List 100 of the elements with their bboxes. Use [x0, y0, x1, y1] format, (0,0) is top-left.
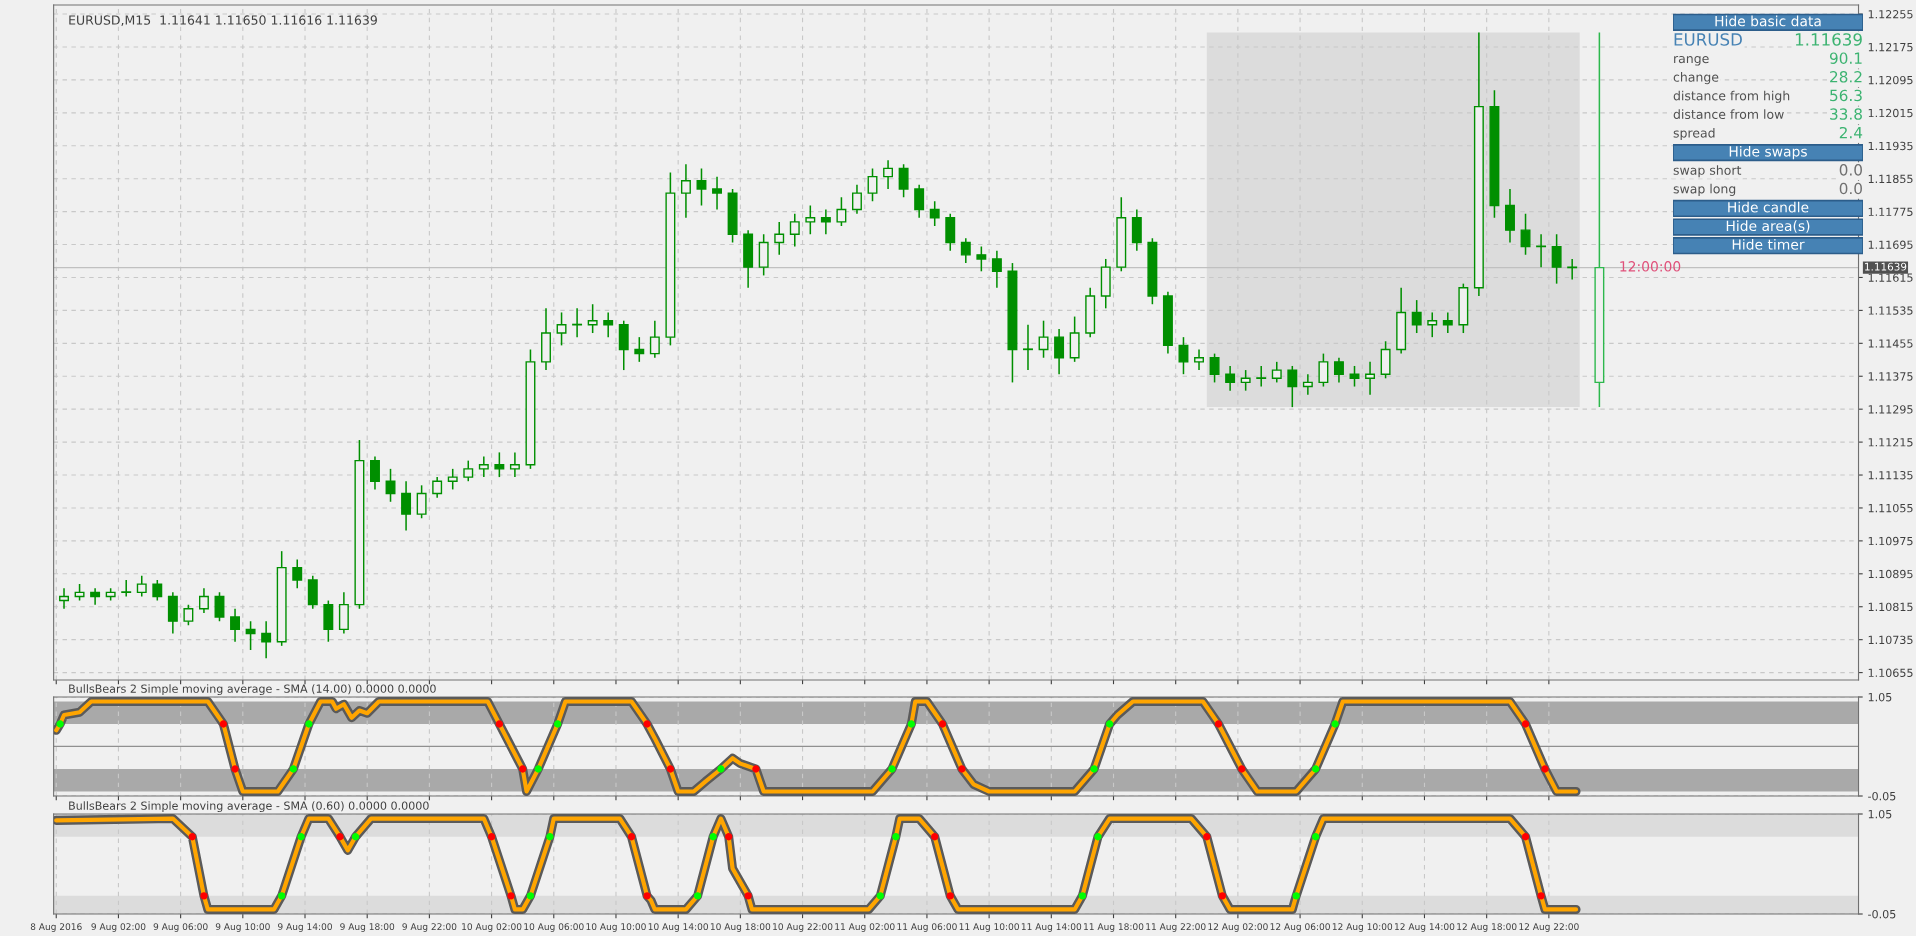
y-tick-label: -0.05: [1868, 791, 1896, 801]
candlestick: [1551, 233, 1562, 285]
candlestick: [1427, 311, 1438, 338]
candlestick: [1054, 328, 1065, 375]
x-tick-label: 9 Aug 18:00: [340, 923, 395, 932]
candlestick: [991, 249, 1002, 289]
candlestick: [883, 159, 894, 190]
category-label: spread: [1673, 127, 1715, 141]
candlestick: [198, 587, 209, 614]
candlestick: [712, 175, 723, 211]
ref-line-label: 1.11639: [1865, 262, 1907, 271]
category-label: swap short: [1673, 165, 1742, 178]
candlestick: [634, 336, 645, 363]
candlestick: [478, 455, 489, 478]
x-tick-label: 9 Aug 22:00: [402, 923, 457, 932]
x-tick-label: 11 Aug 06:00: [897, 923, 957, 932]
candlestick: [789, 212, 800, 248]
text: 56.3: [1830, 89, 1862, 102]
chart-title: BullsBears 2 Simple moving average - SMA (14.00) 0.0000 0.0000: [69, 684, 436, 696]
candlestick: [696, 167, 707, 207]
candlestick: [774, 221, 785, 256]
candlestick: [1194, 348, 1204, 371]
x-tick-label: 12 Aug 02:00: [1208, 923, 1268, 932]
text: 90.1: [1829, 52, 1862, 64]
candlestick: [1302, 373, 1313, 396]
annotation: 12:00:00: [1620, 261, 1681, 272]
y-tick-label: -0.05: [1868, 909, 1896, 919]
candlestick: [292, 558, 303, 589]
candlestick: [1333, 356, 1344, 384]
category-label: swap long: [1673, 183, 1736, 196]
candlestick: [976, 245, 987, 273]
x-tick-label: 10 Aug 22:00: [773, 923, 833, 932]
x-tick-label: 10 Aug 18:00: [710, 923, 771, 932]
text: 1.11639: [1795, 33, 1862, 46]
x-tick-label: 9 Aug 06:00: [153, 923, 208, 932]
candlestick: [90, 587, 101, 606]
candlestick: [121, 579, 132, 598]
candlestick: [1256, 365, 1267, 388]
candlestick: [1365, 361, 1376, 396]
candlestick: [494, 451, 505, 478]
candlestick: [587, 303, 598, 334]
y-tick-label: 1.11935: [1868, 141, 1913, 151]
chart-title: BullsBears 2 Simple moving average - SMA (0.60) 0.0000 0.0000: [69, 801, 429, 812]
candlestick: [261, 620, 272, 659]
text: EURUSD,M15 1.11641 1.11650 1.11616 1.11639: [69, 15, 377, 27]
candlestick: [851, 184, 862, 215]
y-tick-label: 1.10975: [1868, 536, 1913, 546]
candlestick: [416, 484, 427, 520]
candlestick: [214, 591, 225, 622]
candlestick: [1536, 233, 1547, 268]
text: 0.0: [1839, 182, 1862, 195]
y-tick-label: 1.11615: [1868, 273, 1913, 282]
y-tick-label: 1.11535: [1868, 306, 1913, 315]
y-tick-label: 1.10895: [1868, 569, 1913, 579]
candlestick: [556, 311, 567, 347]
candlestick: [245, 620, 256, 651]
annotation: Hide swaps: [1729, 145, 1807, 160]
annotation: Hide area(s): [1726, 220, 1810, 233]
y-tick-label: 1.11215: [1868, 438, 1913, 447]
y-tick-label: 1.11455: [1868, 339, 1913, 348]
text: 33.8: [1830, 108, 1862, 120]
x-tick-label: 11 Aug 10:00: [959, 923, 1019, 932]
candlestick: [1287, 365, 1298, 408]
text: 0.0: [1839, 164, 1862, 176]
candlestick: [649, 319, 660, 359]
x-tick-label: 12 Aug 10:00: [1332, 923, 1393, 932]
y-tick-label: 1.11295: [1868, 405, 1913, 414]
candlestick: [914, 184, 925, 219]
x-tick-label: 9 Aug 14:00: [278, 923, 332, 932]
x-tick-label: 8 Aug 2016: [30, 923, 82, 932]
x-tick-label: 12 Aug 14:00: [1395, 923, 1455, 932]
candlestick: [929, 200, 940, 227]
candlestick: [1318, 352, 1329, 388]
y-tick-label: 1.05: [1868, 809, 1892, 819]
annotation: Hide basic data: [1715, 15, 1821, 27]
candlestick: [183, 603, 194, 627]
candlestick: [1225, 365, 1236, 392]
candlestick: [230, 608, 241, 643]
y-tick-label: 1.10655: [1868, 668, 1913, 677]
candlestick: [1271, 361, 1282, 384]
candlestick: [59, 587, 69, 610]
y-tick-label: 1.05: [1868, 692, 1892, 702]
y-tick-label: 1.11135: [1868, 471, 1913, 480]
y-tick-label: 1.11775: [1868, 207, 1913, 216]
text: 28.2: [1830, 71, 1862, 83]
candlestick: [1349, 365, 1360, 388]
x-tick-label: 11 Aug 14:00: [1021, 923, 1082, 932]
candlestick: [447, 468, 458, 491]
candlestick: [603, 311, 614, 338]
candlestick: [960, 237, 971, 264]
candlestick: [820, 208, 831, 236]
x-tick-label: 12 Aug 06:00: [1270, 923, 1330, 932]
x-tick-label: 10 Aug 06:00: [524, 923, 584, 932]
x-tick-label: 10 Aug 14:00: [648, 923, 708, 932]
candlestick: [432, 476, 443, 499]
candlestick: [836, 196, 847, 227]
candlestick: [898, 163, 909, 198]
annotation: Hide candle: [1728, 201, 1809, 213]
x-tick-label: 11 Aug 02:00: [835, 923, 895, 932]
candlestick: [1240, 369, 1251, 392]
